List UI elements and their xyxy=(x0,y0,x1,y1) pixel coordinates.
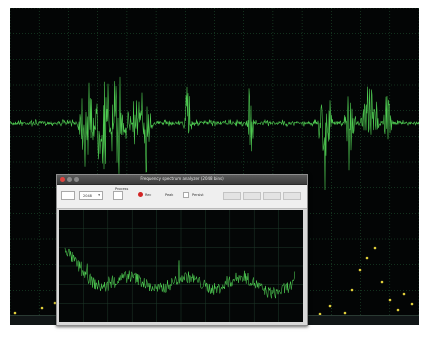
mode-label[interactable]: Peak xyxy=(165,193,174,197)
event-marker xyxy=(410,302,414,306)
event-marker xyxy=(328,304,332,308)
toolbar-button-disabled-3[interactable] xyxy=(263,192,281,200)
process-toggle[interactable] xyxy=(113,191,123,200)
event-marker xyxy=(358,268,362,272)
fft-size-label: 2048 xyxy=(83,193,92,198)
window-toolbar: 2048 ▾ Process Rec Peak Persist xyxy=(57,185,307,209)
event-marker xyxy=(396,308,400,312)
event-marker xyxy=(350,288,354,292)
waveform-trace xyxy=(10,76,419,191)
event-marker xyxy=(373,246,377,250)
record-icon[interactable] xyxy=(138,192,143,197)
event-marker xyxy=(40,306,44,310)
spectrum-trace xyxy=(64,247,296,299)
toolbar-button-disabled-4[interactable] xyxy=(283,192,301,200)
event-marker xyxy=(318,312,322,316)
minimize-icon[interactable] xyxy=(67,177,72,182)
record-button-label[interactable]: Rec xyxy=(145,193,152,197)
event-marker xyxy=(13,311,17,315)
process-section-label: Process xyxy=(115,187,129,191)
event-marker xyxy=(380,280,384,284)
view-selector[interactable] xyxy=(61,191,75,200)
close-icon[interactable] xyxy=(60,177,65,182)
window-title: Frequency spectrum analyzer (2048 bins) xyxy=(140,176,224,181)
event-marker xyxy=(343,311,347,315)
spectrum-window[interactable]: Frequency spectrum analyzer (2048 bins) … xyxy=(56,174,308,326)
event-marker xyxy=(388,298,392,302)
spectrum-plot xyxy=(59,210,303,322)
maximize-icon[interactable] xyxy=(74,177,79,182)
event-marker xyxy=(402,292,406,296)
window-titlebar[interactable]: Frequency spectrum analyzer (2048 bins) xyxy=(57,175,307,185)
event-marker xyxy=(53,301,57,305)
persist-checkbox[interactable] xyxy=(183,192,189,198)
persist-label: Persist xyxy=(192,193,204,197)
event-marker xyxy=(365,256,369,260)
toolbar-button-disabled-2[interactable] xyxy=(243,192,261,200)
toolbar-button-disabled-1[interactable] xyxy=(223,192,241,200)
chevron-down-icon: ▾ xyxy=(98,193,100,197)
fft-size-select[interactable]: 2048 ▾ xyxy=(79,191,103,200)
